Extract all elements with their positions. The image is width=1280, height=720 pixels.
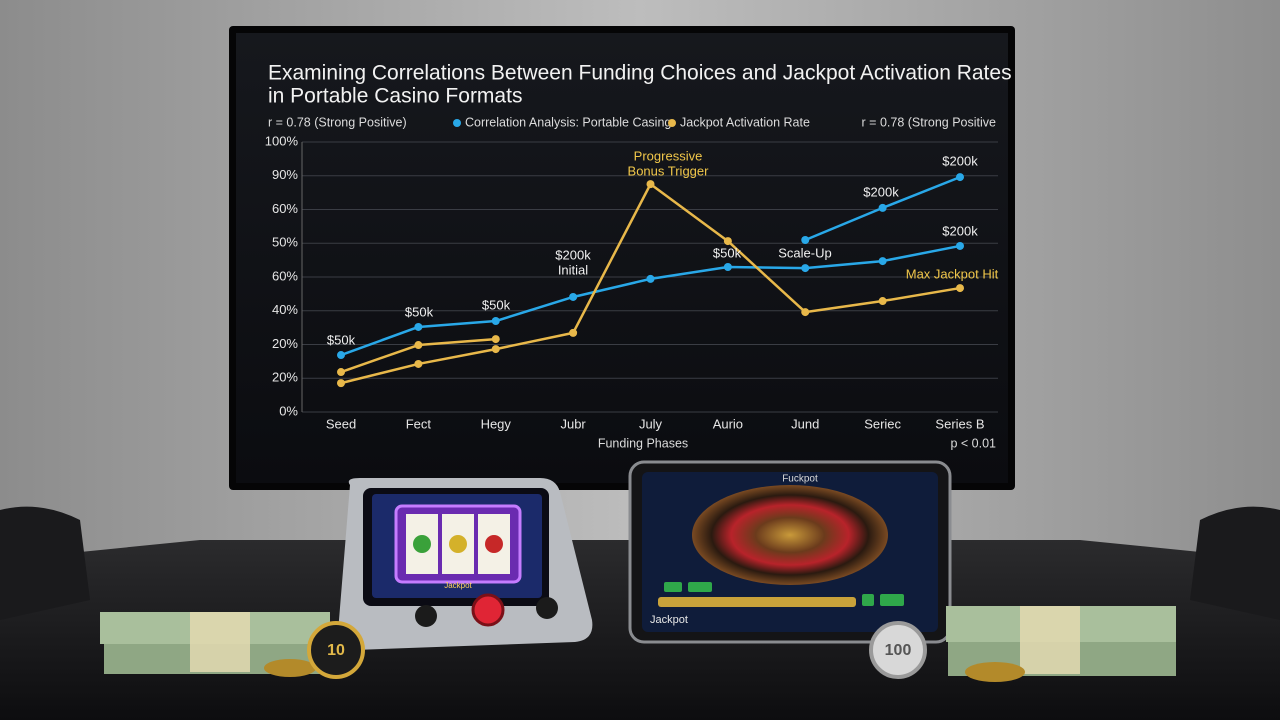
y-tick-label: 100% <box>265 133 299 148</box>
x-tick-label: July <box>639 416 663 431</box>
band <box>190 612 250 672</box>
data-point <box>801 308 810 317</box>
tv-screen <box>236 33 1008 483</box>
data-point <box>414 322 423 331</box>
annotation: $200k <box>863 184 899 199</box>
data-point <box>723 237 732 246</box>
data-point <box>491 335 500 344</box>
chip-stack <box>264 659 316 677</box>
chip-label: 10 <box>327 642 345 659</box>
symbol <box>413 535 431 553</box>
x-tick-label: Series B <box>935 416 984 431</box>
tablet-button[interactable] <box>862 594 874 606</box>
data-point <box>801 264 810 273</box>
data-point <box>646 274 655 283</box>
x-tick-label: Hegy <box>481 416 512 431</box>
chip <box>869 621 927 679</box>
data-point <box>337 379 345 388</box>
y-tick-label: 90% <box>272 167 298 182</box>
x-axis-label: Funding Phases <box>598 436 688 450</box>
chart: Examining Correlations Between Funding C… <box>265 62 1012 451</box>
data-point <box>569 292 578 301</box>
symbol <box>449 535 467 553</box>
tablet: Fuckpot Jackpot <box>628 460 952 644</box>
button[interactable] <box>471 593 505 627</box>
data-point <box>569 328 578 337</box>
subtitle: r = 0.78 (Strong Positive) <box>268 115 407 129</box>
data-point <box>414 359 423 368</box>
x-tick-label: Aurio <box>713 416 743 431</box>
data-point <box>337 368 345 377</box>
progress-bar <box>658 597 856 607</box>
annotation: Progressive <box>634 148 703 163</box>
annotation: $50k <box>713 245 742 260</box>
note: p < 0.01 <box>950 436 996 450</box>
annotation: $50k <box>482 297 511 312</box>
band <box>1020 606 1080 674</box>
tablet-button[interactable] <box>664 582 682 592</box>
symbol <box>485 535 503 553</box>
data-point <box>956 241 964 250</box>
x-tick-label: Seed <box>326 416 356 431</box>
x-tick-label: Jubr <box>560 416 586 431</box>
y-tick-label: 40% <box>272 302 298 317</box>
subtitle: r = 0.78 (Strong Positive <box>862 115 996 129</box>
chart-title: in Portable Casino Formats <box>268 85 522 108</box>
slot-device: Jackpot <box>338 478 593 650</box>
plot: 0% 20% 20% 40% 60% 50% 60% 90% 100% Seed Fect Hegy J… <box>265 115 998 431</box>
chip <box>307 621 365 679</box>
annotation: Scale-Up <box>778 245 831 260</box>
data-point <box>723 263 732 272</box>
legend-label: Jackpot Activation Rate <box>680 115 810 129</box>
data-point <box>646 180 655 189</box>
chair <box>1190 506 1280 620</box>
button[interactable] <box>536 597 558 619</box>
data-point <box>956 284 964 293</box>
roulette-wheel <box>692 485 888 585</box>
data-point <box>801 236 810 245</box>
cash-left <box>100 612 330 674</box>
tablet-title: Fuckpot <box>782 474 818 485</box>
annotation: $50k <box>405 304 434 319</box>
data-point <box>956 173 964 182</box>
chart-title: Examining Correlations Between Funding C… <box>268 62 1012 85</box>
y-tick-label: 0% <box>279 403 298 418</box>
annotation: Bonus Trigger <box>628 163 710 178</box>
data-point <box>878 297 887 306</box>
slot-label: Jackpot <box>444 581 472 590</box>
x-tick-label: Fect <box>406 416 432 431</box>
data-point <box>878 203 887 212</box>
legend-marker <box>668 119 676 127</box>
x-tick-label: Jund <box>791 416 819 431</box>
data-point <box>491 345 500 354</box>
chair <box>0 506 90 620</box>
y-tick-label: 50% <box>272 235 298 250</box>
data-point <box>414 341 423 350</box>
data-point <box>491 317 500 326</box>
legend-marker <box>453 119 461 127</box>
tablet-button[interactable] <box>880 594 904 606</box>
data-point <box>878 257 887 266</box>
y-tick-label: 60% <box>272 201 298 216</box>
y-tick-label: 60% <box>272 268 298 283</box>
annotation: $200k <box>942 153 978 168</box>
annotation: Max Jackpot Hit <box>906 266 999 281</box>
annotation: $200k <box>942 223 978 238</box>
annotation: $200k <box>555 247 591 262</box>
y-tick-label: 20% <box>272 370 298 385</box>
chip-stack <box>965 662 1025 682</box>
tablet-button[interactable] <box>688 582 712 592</box>
tablet-footer: Jackpot <box>650 614 688 626</box>
annotation: Initial <box>558 262 588 277</box>
chip-label: 100 <box>885 642 912 659</box>
annotation: $50k <box>327 332 356 347</box>
y-tick-label: 20% <box>272 336 298 351</box>
legend-label: Correlation Analysis: Portable Casing <box>465 115 671 129</box>
x-tick-label: Seriec <box>864 416 901 431</box>
data-point <box>337 351 345 360</box>
button[interactable] <box>415 605 437 627</box>
